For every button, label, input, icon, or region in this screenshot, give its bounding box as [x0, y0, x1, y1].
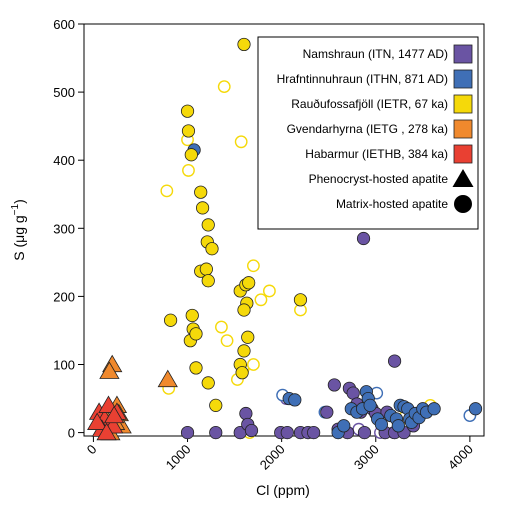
legend-label: Habarmur (IETHB, 384 ka): [305, 147, 448, 161]
y-axis-title-sup: −1: [10, 203, 21, 215]
matrix-point-open: [215, 320, 228, 334]
matrix-point: [307, 425, 321, 440]
legend-swatch: [453, 69, 473, 89]
matrix-point: [201, 376, 215, 390]
matrix-point: [201, 274, 215, 288]
matrix-point: [293, 293, 308, 307]
y-tick-label: 0: [68, 426, 75, 441]
matrix-point: [241, 330, 255, 344]
matrix-point: [337, 419, 351, 433]
legend-circle-icon: [454, 195, 472, 213]
matrix-point-open: [234, 135, 248, 149]
y-tick-label: 400: [53, 153, 75, 168]
matrix-point: [199, 262, 213, 276]
phenocryst-point: [103, 405, 125, 424]
matrix-point-open: [247, 259, 260, 273]
y-tick-label: 100: [53, 357, 75, 372]
legend-swatch: [453, 119, 473, 139]
legend-label: Rauðufossafjöll (IETR, 67 ka): [291, 97, 448, 111]
matrix-point: [181, 124, 196, 138]
matrix-point: [185, 308, 199, 323]
matrix-point: [239, 406, 253, 421]
phenocryst-point: [87, 412, 108, 430]
matrix-point-open: [247, 358, 260, 371]
phenocryst-point: [99, 361, 120, 379]
matrix-point: [194, 185, 208, 199]
y-tick-label: 200: [53, 289, 75, 304]
legend: Namshraun (ITN, 1477 AD) Hrafntinnuhraun …: [257, 36, 479, 230]
matrix-point: [242, 276, 256, 290]
matrix-point: [209, 398, 223, 412]
matrix-point: [180, 104, 195, 118]
matrix-point-open: [160, 184, 174, 198]
y-tick-label: 300: [53, 221, 75, 236]
matrix-point: [237, 37, 251, 52]
data-marks: [87, 37, 483, 441]
matrix-point: [356, 231, 371, 246]
y-axis-title-main: S (μg g: [11, 215, 27, 260]
matrix-point: [163, 313, 178, 327]
legend-label: Matrix-hosted apatite: [336, 197, 448, 211]
legend-label: Namshraun (ITN, 1477 AD): [303, 47, 448, 61]
x-tick-label: 0: [84, 442, 100, 458]
matrix-point: [237, 344, 251, 358]
matrix-point: [374, 417, 389, 432]
matrix-point: [189, 361, 203, 375]
legend-label: Hrafntinnuhraun (ITHN, 871 AD): [277, 72, 448, 86]
legend-swatch: [453, 44, 473, 64]
matrix-point: [280, 425, 294, 440]
matrix-point: [327, 378, 341, 392]
matrix-point-open: [220, 334, 234, 348]
matrix-point: [363, 398, 377, 412]
matrix-point: [320, 405, 334, 419]
matrix-point: [427, 402, 441, 416]
matrix-point: [391, 419, 405, 433]
legend-swatch: [453, 94, 473, 114]
matrix-point: [235, 366, 249, 380]
matrix-point: [180, 425, 195, 440]
matrix-point-open: [254, 293, 268, 307]
y-axis-title-close: ): [11, 199, 27, 204]
matrix-point: [184, 148, 198, 162]
matrix-point: [195, 201, 210, 215]
matrix-point: [209, 425, 223, 440]
phenocryst-point: [157, 369, 178, 388]
matrix-point-open: [263, 284, 276, 298]
legend-triangle-icon: [452, 169, 474, 187]
y-axis-title: S (μg g−1): [10, 199, 27, 261]
legend-label: Phenocryst-hosted apatite: [309, 172, 449, 186]
x-tick-label: 4000: [445, 442, 476, 473]
phenocryst-point: [96, 422, 117, 441]
y-tick-label: 500: [53, 85, 75, 100]
matrix-point: [189, 327, 203, 341]
legend-swatch: [453, 144, 473, 164]
matrix-point: [205, 242, 219, 256]
matrix-point: [201, 218, 215, 232]
x-tick-label: 1000: [163, 442, 194, 473]
x-axis-title: Cl (ppm): [256, 482, 310, 498]
x-tick-label: 2000: [257, 442, 288, 473]
y-tick-label: 600: [53, 17, 75, 32]
matrix-point-open: [182, 164, 195, 177]
matrix-point: [468, 402, 483, 416]
legend-box: [257, 36, 479, 230]
legend-label: Gvendarhyrna (IETG , 278 ka): [287, 122, 448, 136]
matrix-point: [288, 393, 302, 407]
matrix-point: [387, 354, 402, 368]
matrix-point: [244, 423, 259, 438]
matrix-point: [357, 425, 372, 440]
matrix-point-open: [217, 80, 231, 94]
matrix-point: [237, 303, 251, 317]
x-tick-label: 3000: [351, 442, 382, 473]
